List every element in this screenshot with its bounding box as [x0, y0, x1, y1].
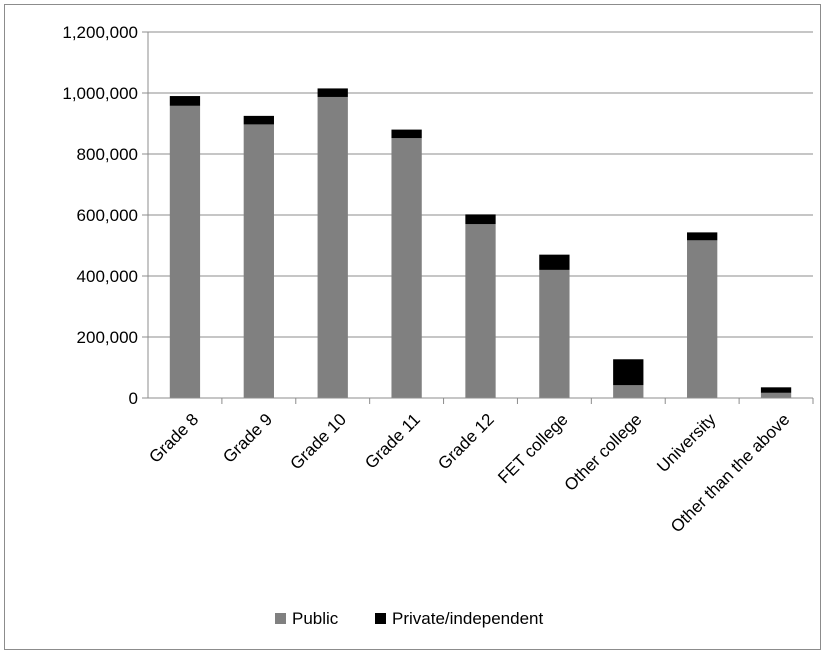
bar-private-5 [539, 254, 570, 270]
y-tick-label: 400,000 [77, 267, 138, 286]
x-tick-label: Other college [561, 410, 646, 495]
bar-public-3 [391, 138, 422, 398]
bar-public-7 [687, 240, 718, 398]
bar-public-2 [317, 96, 348, 398]
y-axis-ticks: 0 200,000 400,000 600,000 800,000 1,000,000 1,… [62, 23, 138, 408]
bar-public-5 [539, 269, 570, 398]
legend-label-public: Public [292, 609, 339, 628]
x-axis-ticks: Grade 8 Grade 9 Grade 10 Grade 11 Grade 12FE… [145, 410, 793, 537]
legend-label-private: Private/independent [392, 609, 544, 628]
x-tick-label: University [653, 410, 720, 477]
bar-private-6 [613, 359, 644, 386]
bars [169, 88, 792, 398]
y-tick-label: 600,000 [77, 206, 138, 225]
y-tick-label: 200,000 [77, 328, 138, 347]
legend-swatch-private [375, 613, 386, 624]
x-tick-label: FET college [494, 410, 571, 487]
bar-private-8 [760, 387, 792, 393]
bar-public-8 [760, 392, 792, 398]
bar-private-0 [169, 96, 201, 106]
y-tick-label: 1,000,000 [62, 84, 138, 103]
bar-public-4 [465, 224, 496, 398]
x-tick-label: Grade 12 [434, 410, 498, 474]
bar-public-1 [243, 124, 274, 398]
bar-public-6 [613, 385, 644, 398]
bar-private-3 [391, 129, 422, 139]
axes [142, 31, 814, 404]
y-tick-label: 0 [129, 389, 138, 408]
y-tick-label: 1,200,000 [62, 23, 138, 42]
bar-private-2 [317, 88, 348, 97]
y-tick-label: 800,000 [77, 145, 138, 164]
bar-public-0 [169, 105, 201, 398]
bar-private-1 [243, 115, 274, 125]
x-tick-label: Grade 10 [286, 410, 350, 474]
bar-private-7 [687, 232, 718, 241]
bar-private-4 [465, 214, 496, 225]
legend-swatch-public [275, 613, 286, 624]
x-tick-label: Grade 8 [145, 410, 202, 467]
x-tick-label: Grade 9 [219, 410, 276, 467]
legend: Public Private/independent [275, 609, 544, 628]
x-tick-label: Grade 11 [361, 410, 424, 473]
